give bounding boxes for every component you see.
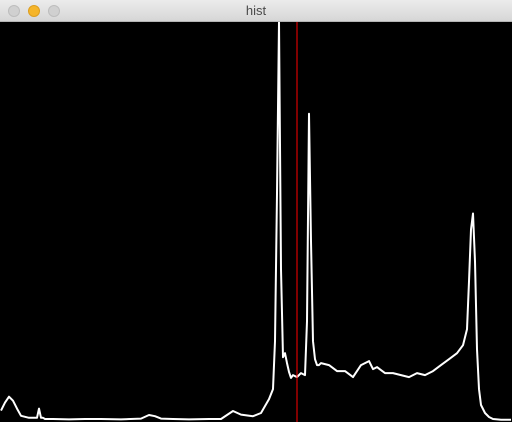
close-button[interactable] [8,5,20,17]
zoom-button[interactable] [48,5,60,17]
histogram-canvas [0,22,512,422]
window-title: hist [245,3,267,18]
histogram-chart [0,22,511,422]
title-bar[interactable]: hist [0,0,512,22]
minimize-button[interactable] [28,5,40,17]
histogram-line [0,22,511,421]
